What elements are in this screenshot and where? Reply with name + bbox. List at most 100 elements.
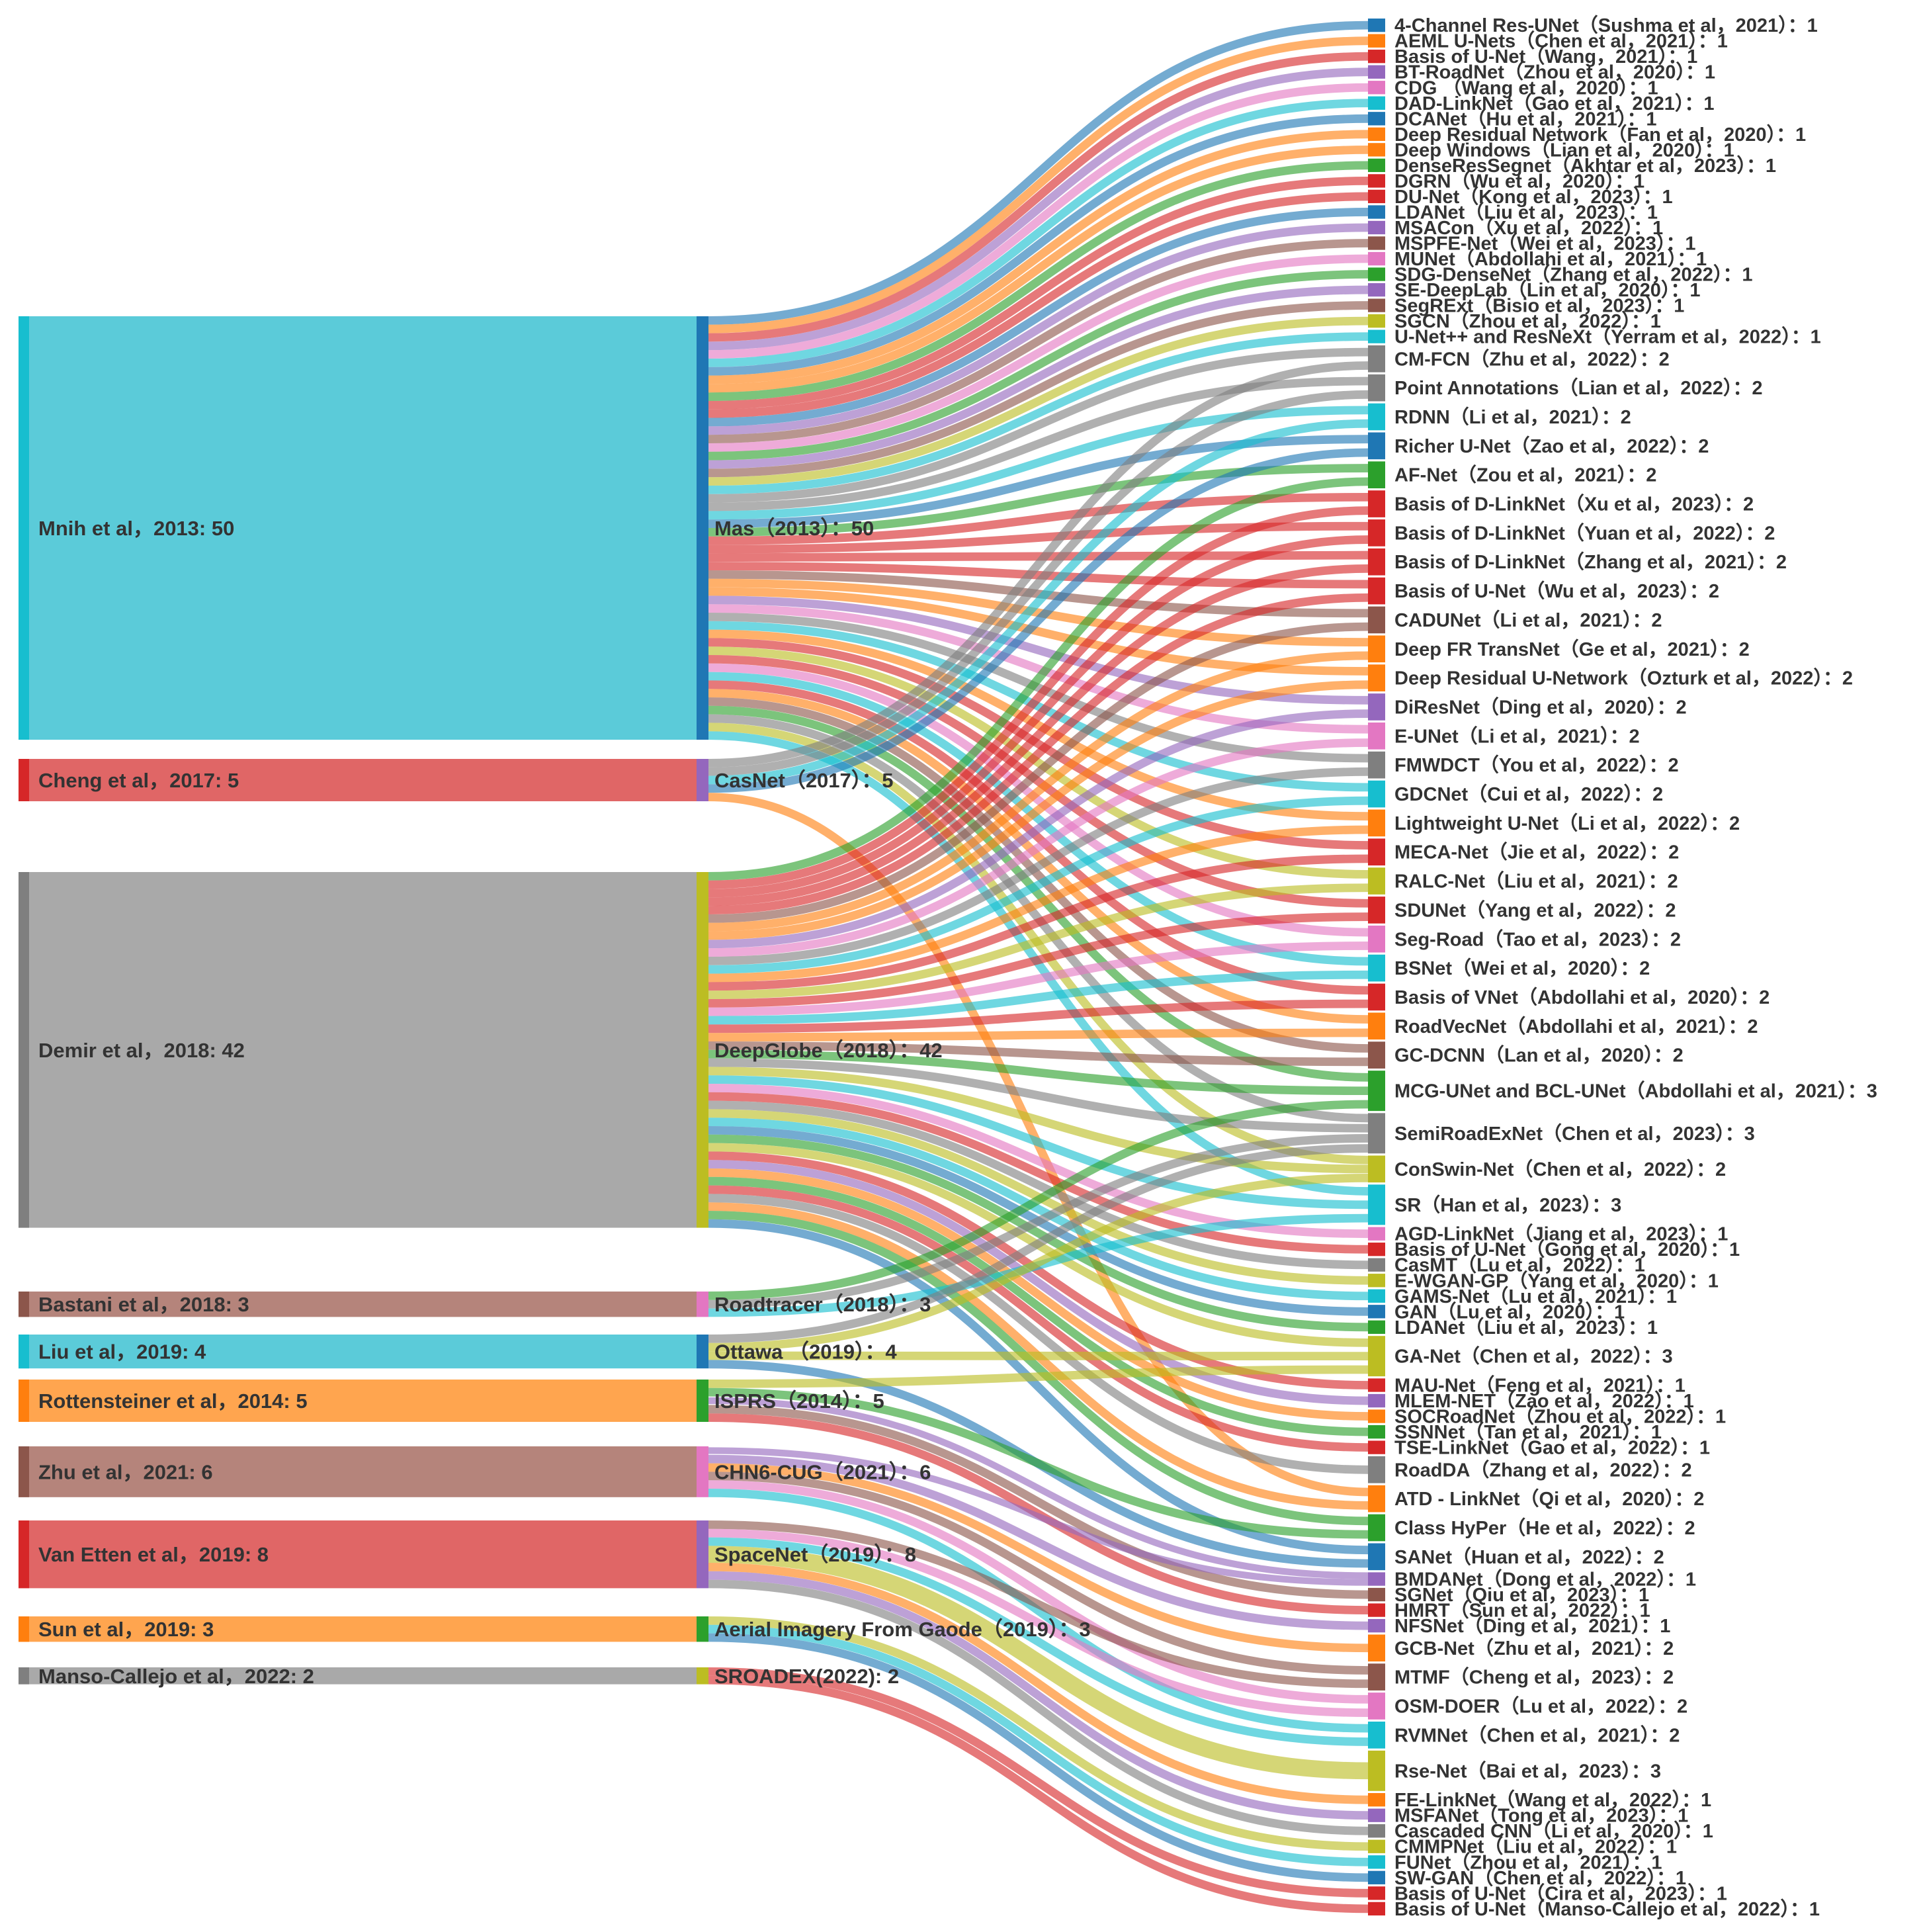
method-node [1368, 983, 1385, 1011]
method-label: Seg-Road（Tao et al，2023）：2 [1394, 928, 1681, 950]
flow-link [708, 270, 1369, 461]
source-node [19, 1335, 697, 1369]
method-label: NFSNet（Ding et al，2021）：1 [1394, 1615, 1670, 1637]
source-node [19, 872, 697, 1228]
source-node-edge [19, 872, 29, 1228]
method-node [1368, 1456, 1385, 1483]
method-node [1368, 1012, 1385, 1040]
dataset-node [697, 1335, 708, 1369]
flow-link [708, 176, 1369, 410]
flow-link [708, 1176, 1369, 1436]
flow-link [708, 562, 1369, 589]
method-node [1368, 1289, 1385, 1303]
flow-link [708, 1537, 1369, 1746]
method-label: MTMF（Cheng et al，2023）：2 [1394, 1667, 1674, 1689]
flow-link [708, 1675, 1369, 1913]
flow-link [708, 1489, 1369, 1733]
flow-link [708, 145, 1369, 393]
source-label: Van Etten et al，2019: 8 [38, 1543, 269, 1566]
flow-link [708, 738, 1369, 957]
flow-link [708, 970, 1369, 1025]
method-label: Basis of U-Net（Wang，2021）：1 [1394, 46, 1697, 67]
flow-link [708, 1185, 1369, 1452]
method-node [1368, 298, 1385, 312]
flow-link [708, 825, 1369, 983]
method-node [1368, 1793, 1385, 1807]
method-label: MAU-Net（Feng et al，2021）：1 [1394, 1375, 1686, 1397]
method-node [1368, 96, 1385, 110]
method-label: GAMS-Net（Lu et al，2021）：1 [1394, 1286, 1677, 1307]
flow-link [708, 629, 1369, 821]
method-node [1368, 143, 1385, 157]
method-node [1368, 1692, 1385, 1720]
source-label: Zhu et al，2021: 6 [38, 1460, 213, 1483]
method-node [1368, 1855, 1385, 1869]
flow-link [708, 83, 1369, 359]
flow-link [708, 578, 1369, 647]
method-label: Richer U-Net（Zao et al，2022）：2 [1394, 435, 1709, 457]
method-label: BT-RoadNet（Zhou et al，2020）：1 [1394, 62, 1715, 83]
method-label: SANet（Huan et al，2022）：2 [1394, 1546, 1664, 1568]
method-node [1368, 1543, 1385, 1571]
method-label: Point Annotations（Lian et al，2022）：2 [1394, 377, 1762, 399]
flow-link [708, 1049, 1369, 1096]
flow-link [708, 1041, 1369, 1067]
method-node [1368, 81, 1385, 95]
method-node [1368, 490, 1385, 517]
flow-link [708, 36, 1369, 333]
source-label: Bastani et al，2018: 3 [38, 1293, 249, 1316]
flow-link [708, 1454, 1369, 1630]
method-node [1368, 1071, 1385, 1112]
flow-link [708, 672, 1369, 966]
flow-link [708, 1624, 1369, 1866]
flow-link [708, 208, 1369, 427]
method-node [1368, 606, 1385, 634]
method-node [1368, 1721, 1385, 1749]
source-node [19, 1292, 697, 1317]
method-node [1368, 723, 1385, 750]
flow-link [708, 1571, 1369, 1820]
flow-link [708, 651, 1369, 932]
flow-link [708, 161, 1369, 401]
flow-link [708, 254, 1369, 452]
flow-link [708, 622, 1369, 923]
flow-link [708, 621, 1369, 792]
method-node [1368, 283, 1385, 297]
source-label: Demir et al，2018: 42 [38, 1039, 245, 1062]
source-node [19, 1616, 697, 1642]
method-node [1368, 1587, 1385, 1602]
method-node [1368, 1393, 1385, 1408]
method-node [1368, 838, 1385, 866]
method-node [1368, 1305, 1385, 1319]
dataset-node [697, 1292, 708, 1317]
method-node [1368, 1336, 1385, 1377]
flow-link [708, 1134, 1369, 1332]
flow-link [708, 492, 1369, 545]
dataset-label: SpaceNet（2019）：8 [714, 1543, 916, 1566]
flow-link [708, 1134, 1369, 1309]
flow-link [708, 1667, 1369, 1898]
flow-link [708, 1520, 1369, 1689]
method-label: 4-Channel Res-UNet（Sushma et al，2021）：1 [1394, 15, 1818, 36]
method-node [1368, 1618, 1385, 1633]
flow-link [708, 1397, 1369, 1579]
dataset-label: Mas（2013）：50 [714, 517, 874, 540]
method-label: LDANet（Liu et al，2023）：1 [1394, 201, 1658, 223]
flow-link [708, 680, 1369, 940]
method-node [1368, 519, 1385, 547]
flow-link [708, 114, 1369, 376]
method-label: Basis of D-LinkNet（Xu et al，2023）：2 [1394, 494, 1754, 515]
method-node [1368, 189, 1385, 204]
source-node-edge [19, 1292, 29, 1317]
flow-link [708, 1633, 1369, 1882]
method-label: CM-FCN（Zhu et al，2022）：2 [1394, 348, 1670, 370]
method-label: Deep FR TransNet（Ge et al，2021）：2 [1394, 638, 1750, 660]
method-label: Deep Windows（Lian et al，2020）：1 [1394, 139, 1734, 161]
method-node [1368, 1514, 1385, 1542]
method-label: Lightweight U-Net（Li et al，2022）：2 [1394, 812, 1740, 834]
flow-link [708, 477, 1369, 881]
method-node [1368, 314, 1385, 328]
source-node [19, 1380, 697, 1422]
flow-link [708, 1092, 1369, 1254]
source-node-edge [19, 1335, 29, 1369]
